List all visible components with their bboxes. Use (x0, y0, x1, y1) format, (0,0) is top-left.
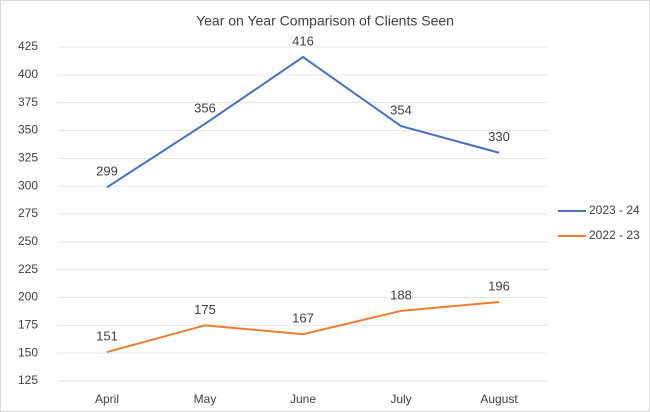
y-tick-label: 150 (18, 345, 38, 359)
y-tick-label: 350 (18, 123, 38, 137)
y-tick-label: 400 (18, 67, 38, 81)
x-tick-label: April (95, 392, 119, 406)
y-tick-label: 375 (18, 95, 38, 109)
y-tick-label: 225 (18, 262, 38, 276)
legend-label: 2022 - 23 (589, 228, 640, 242)
y-tick-label: 250 (18, 234, 38, 248)
x-tick-label: May (194, 392, 217, 406)
data-label: 167 (292, 311, 314, 326)
data-label: 188 (390, 287, 412, 302)
chart-title: Year on Year Comparison of Clients Seen (196, 13, 454, 29)
y-tick-label: 200 (18, 290, 38, 304)
y-tick-label: 275 (18, 206, 38, 220)
series-line (106, 300, 500, 354)
data-label: 175 (194, 302, 216, 317)
x-tick-label: July (390, 392, 411, 406)
data-label: 416 (292, 33, 314, 48)
x-tick-label: June (290, 392, 316, 406)
data-label: 299 (96, 164, 118, 179)
data-label: 330 (488, 129, 510, 144)
data-label: 356 (194, 100, 216, 115)
data-label: 151 (96, 328, 118, 343)
y-tick-label: 325 (18, 151, 38, 165)
x-tick-label: August (480, 392, 518, 406)
y-tick-label: 300 (18, 178, 38, 192)
data-label: 196 (488, 278, 510, 293)
series-line (106, 55, 500, 189)
legend-label: 2023 - 24 (589, 203, 640, 217)
y-tick-label: 125 (18, 373, 38, 387)
y-tick-label: 175 (18, 318, 38, 332)
y-tick-label: 425 (18, 39, 38, 53)
data-label: 354 (390, 102, 412, 117)
